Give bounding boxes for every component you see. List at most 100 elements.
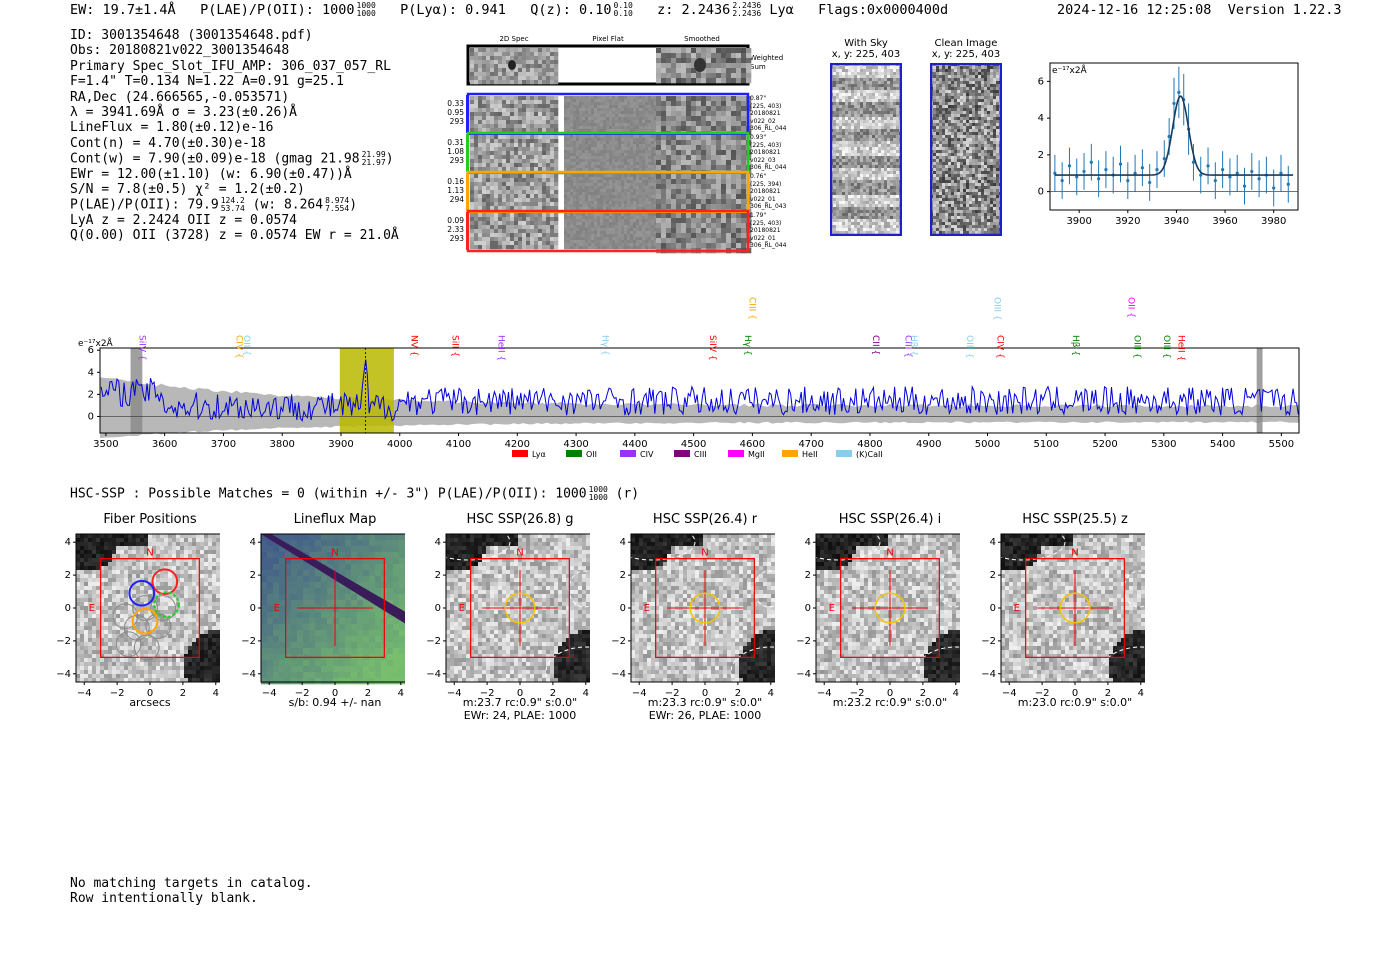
panel-ytick-label: 0 [620,603,626,614]
with-sky-image [830,63,902,236]
hsc-summary: HSC-SSP : Possible Matches = 0 (within +… [70,486,639,502]
main-xtick-label: 4900 [916,439,941,450]
panel-xtick-label: −4 [447,688,462,698]
source-circle [874,592,906,624]
zoom-xtick-label: 3900 [1066,216,1091,227]
row-value: 293 [449,156,464,165]
aperture-box [655,558,755,658]
legend-swatch [728,450,744,457]
panel-ytick-label: 2 [435,570,441,581]
legend-label: MgII [748,450,765,459]
north-label: N [331,548,338,559]
panel-title: Lineflux Map [293,512,377,527]
info-obs: Obs: 20180821v022_3001354648 [70,43,290,59]
info-plae-w-lo: 7.554 [325,204,350,214]
info-contn: Cont(n) = 4.70(±0.30)e-18 [70,135,266,151]
panel-ytick-label: −4 [611,669,626,680]
col-flat-label: Pixel Flat [592,35,624,43]
panel-xtick-label: 2 [180,688,186,698]
zoom-ytick-label: 4 [1038,113,1044,124]
main-highlight-band [339,348,394,433]
row-value: 2.33 [447,225,464,234]
aperture-box [285,558,385,658]
aperture-box [470,558,570,658]
main-xtick-label: 4300 [563,439,588,450]
row-pixel-flat [564,96,658,133]
main-error-band [100,377,1299,438]
panel-xtick-label: 0 [887,688,893,698]
header-version: Version 1.22.3 [1227,2,1342,18]
panel-title: Fiber Positions [103,512,197,527]
row-info-line: (225, 403) [750,219,782,227]
panel-image-img: N E −4 −2 0 2 4 4 2 0 −2 −4 [610,528,775,698]
header-plae-hi: 1000 [356,1,376,10]
north-label: N [146,548,153,559]
row-info-line: 1.79" [750,212,767,219]
emission-line-label: CIV { [233,335,243,359]
header-line: Lyα [769,2,794,18]
with-sky-title: With Sky x, y: 225, 403 [826,38,906,60]
footer-line1: No matching targets in catalog. [70,876,313,891]
cutout-row-marker [466,173,468,211]
row-value: 1.13 [447,186,464,195]
cutout-row-info: 0.76" (225, 394) 20180821 v022_01 306_RL_043 [750,173,786,211]
panel-ytick-label: −2 [241,636,256,647]
col-smooth-label: Smoothed [684,35,720,43]
row-info-line: 0.93" [750,134,767,141]
main-xtick-label: 4000 [387,439,412,450]
row-info-line: v022_01 [750,195,776,203]
zoom-point [1235,171,1239,175]
aperture-box [100,558,200,658]
row-value: 0.09 [447,216,464,225]
info-contw: Cont(w) = 7.90(±0.09)e-18 (gmag 21.98 [70,151,360,167]
panel-ytick-label: 4 [65,537,71,548]
zoom-point [1089,160,1093,164]
neighbor-ellipse [545,646,590,698]
info-plae-w-hi: 8.974 [325,196,350,206]
panel-xtick-label: 4 [398,688,404,698]
info-plae-w: (w: 8.264 [252,197,324,213]
header-qz-lo: 0.10 [613,9,633,18]
panel-ytick-label: 0 [250,603,256,614]
main-xtick-label: 4400 [622,439,647,450]
row-info-line: 306_RL_044 [750,125,787,132]
main-xtick-label: 4700 [798,439,823,450]
zoom-point [1177,90,1181,94]
row-2d-spec [470,96,559,133]
row-value: 1.08 [447,147,464,156]
panel-xtick-label: −2 [480,688,495,698]
row-info-line: (225, 403) [750,102,782,110]
header-qz-hi: 0.10 [613,1,633,10]
row-pixel-flat [564,213,658,250]
east-label: E [459,603,465,614]
main-xtick-label: 3500 [93,439,118,450]
header-z: z: 2.2436 [657,2,731,18]
panel-ytick-label: −4 [426,669,441,680]
main-xtick-label: 4600 [740,439,765,450]
main-xtick-label: 3600 [152,439,177,450]
zoom-point [1126,179,1130,183]
panel-image-fiber: N E −4 −2 0 2 4 4 2 0 −2 −4 [56,533,220,698]
zoom-ytick-label: 6 [1038,76,1044,87]
north-label: N [701,548,708,559]
neighbor-ellipse [1100,646,1145,698]
panel-ytick-label: 0 [435,603,441,614]
row-2d-spec [470,135,559,172]
header-plae: P(LAE)/P(OII): 1000 [200,2,355,18]
panel-xtick-label: −4 [1002,688,1017,698]
weighted-2d [470,48,559,85]
row-pixel-flat [564,174,658,211]
main-spectrum-line [100,359,1299,422]
zoom-point [1257,177,1261,181]
main-unit-label: e⁻¹⁷x2Å [78,337,114,349]
zoom-point [1172,101,1176,106]
legend-label: OII [586,450,597,459]
legend-swatch [782,450,798,457]
zoom-point [1075,175,1079,179]
info-lya: LyA z = 2.2424 OII z = 0.0574 [70,212,297,228]
row-smoothed [656,96,752,137]
zoom-point [1242,184,1247,188]
row-info-line: 0.76" [750,173,767,180]
neighbor-ellipse [425,528,511,561]
legend-label: CIV [640,450,654,459]
